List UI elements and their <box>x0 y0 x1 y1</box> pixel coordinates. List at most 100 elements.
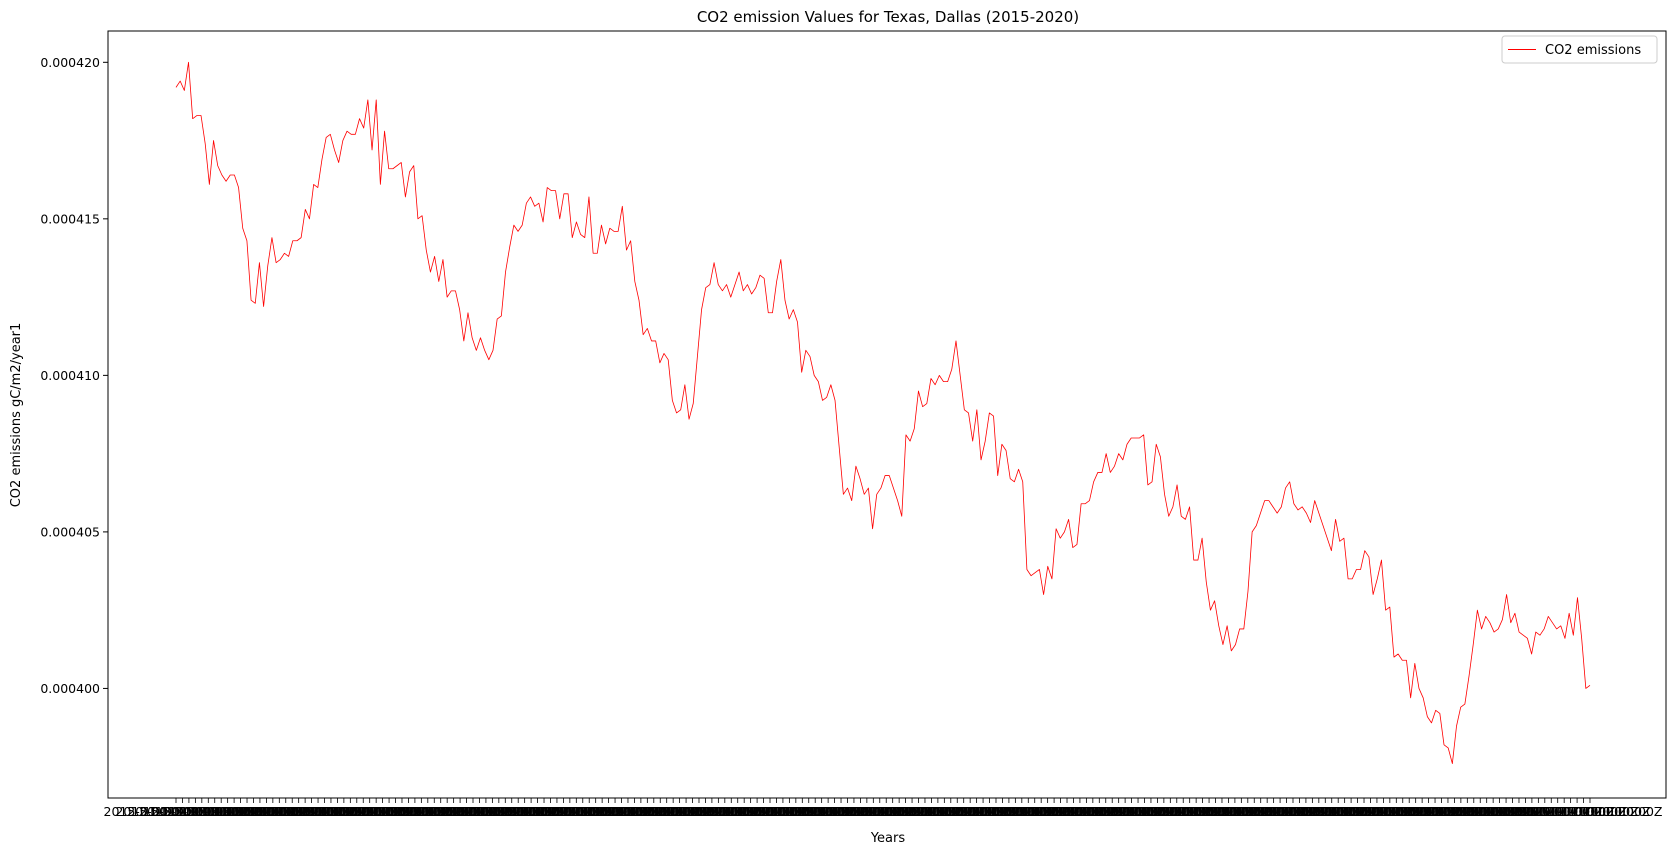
x-tick-label: 2015-01-01T00:00:00Z <box>638 804 783 819</box>
x-tick-label: 2015-01-01T00:00:00Z <box>1030 804 1175 819</box>
x-tick-label: 2015-01-01T00:00:00Z <box>377 804 522 819</box>
x-tick-label: 2015-01-01T00:00:00Z <box>567 804 712 819</box>
x-tick-label: 2015-01-01T00:00:00Z <box>1066 804 1211 819</box>
x-tick-label: 2015-01-01T00:00:00Z <box>1102 804 1247 819</box>
x-tick-label: 2015-01-01T00:00:00Z <box>448 804 593 819</box>
x-tick-label: 2015-01-01T00:00:00Z <box>935 804 1080 819</box>
x-tick-label: 2015-01-01T00:00:00Z <box>947 804 1092 819</box>
x-tick-label: 2015-01-01T00:00:00Z <box>1256 804 1401 819</box>
x-tick-label: 2015-01-01T00:00:00Z <box>852 804 997 819</box>
x-tick-label: 2015-01-01T00:00:00Z <box>139 804 284 819</box>
x-tick-label: 2015-01-01T00:00:00Z <box>781 804 926 819</box>
x-tick-label: 2015-01-01T00:00:00Z <box>519 804 664 819</box>
x-tick-label: 2015-01-01T00:00:00Z <box>686 804 831 819</box>
x-tick-label: 2015-01-01T00:00:00Z <box>365 804 510 819</box>
x-tick-label: 2015-01-01T00:00:00Z <box>710 804 855 819</box>
x-tick-label: 2015-01-01T00:00:00Z <box>1292 804 1437 819</box>
x-tick-label: 2015-01-01T00:00:00Z <box>1339 804 1484 819</box>
x-tick-label: 2015-01-01T00:00:00Z <box>496 804 641 819</box>
x-tick-label: 2015-01-01T00:00:00Z <box>1280 804 1425 819</box>
x-tick-label: 2015-01-01T00:00:00Z <box>1078 804 1223 819</box>
x-tick-label: 2015-01-01T00:00:00Z <box>1363 804 1508 819</box>
x-tick-label: 2015-01-01T00:00:00Z <box>341 804 486 819</box>
x-tick-label: 2015-01-01T00:00:00Z <box>864 804 1009 819</box>
y-tick-label: 0.000400 <box>40 681 100 696</box>
x-tick-label: 2015-01-01T00:00:00Z <box>175 804 320 819</box>
x-tick-label: 2015-01-01T00:00:00Z <box>626 804 771 819</box>
x-tick-label: 2015-01-01T00:00:00Z <box>270 804 415 819</box>
x-tick-label: 2015-01-01T00:00:00Z <box>971 804 1116 819</box>
x-tick-label: 2015-01-01T00:00:00Z <box>1446 804 1591 819</box>
x-tick-label: 2015-01-01T00:00:00Z <box>1518 804 1663 819</box>
x-axis-label: Years <box>870 831 906 846</box>
x-tick-label: 2015-01-01T00:00:00Z <box>721 804 866 819</box>
x-tick-label: 2015-01-01T00:00:00Z <box>1411 804 1556 819</box>
x-tick-label: 2015-01-01T00:00:00Z <box>187 804 332 819</box>
x-tick-label: 2015-01-01T00:00:00Z <box>1149 804 1294 819</box>
x-tick-label: 2015-01-01T00:00:00Z <box>472 804 617 819</box>
x-tick-label: 2015-01-01T00:00:00Z <box>1422 804 1567 819</box>
y-axis: 0.000400 0.000405 0.000410 0.000415 0.000420 <box>40 55 108 696</box>
y-axis-label: CO2 emissions gC/m2/year1 <box>9 323 24 508</box>
x-tick-label: 2015-01-01T00:00:00Z <box>1399 804 1544 819</box>
x-tick-label: 2015-01-01T00:00:00Z <box>923 804 1068 819</box>
x-tick-label: 2015-01-01T00:00:00Z <box>650 804 795 819</box>
x-tick-label: 2015-01-01T00:00:00Z <box>508 804 653 819</box>
x-tick-label: 2015-01-01T00:00:00Z <box>698 804 843 819</box>
x-tick-label: 2015-01-01T00:00:00Z <box>1209 804 1354 819</box>
x-tick-label: 2015-01-01T00:00:00Z <box>1054 804 1199 819</box>
x-tick-label: 2015-01-01T00:00:00Z <box>1434 804 1579 819</box>
x-tick-label: 2015-01-01T00:00:00Z <box>888 804 1033 819</box>
x-tick-label: 2015-01-01T00:00:00Z <box>733 804 878 819</box>
x-tick-label: 2015-01-01T00:00:00Z <box>1137 804 1282 819</box>
x-tick-label: 2015-01-01T00:00:00Z <box>163 804 308 819</box>
y-tick-label: 0.000410 <box>40 368 100 383</box>
legend: CO2 emissions <box>1501 35 1658 64</box>
x-tick-label: 2015-01-01T00:00:00Z <box>199 804 344 819</box>
legend-label-co2-emissions: CO2 emissions <box>1545 43 1641 58</box>
x-tick-label: 2015-01-01T00:00:00Z <box>555 804 700 819</box>
x-tick-label: 2015-01-01T00:00:00Z <box>1090 804 1235 819</box>
x-tick-label: 2015-01-01T00:00:00Z <box>127 804 272 819</box>
x-tick-label: 2015-01-01T00:00:00Z <box>1470 804 1615 819</box>
x-tick-label: 2015-01-01T00:00:00Z <box>1458 804 1603 819</box>
x-tick-label: 2015-01-01T00:00:00Z <box>104 804 249 819</box>
x-tick-label: 2015-01-01T00:00:00Z <box>294 804 439 819</box>
x-tick-label: 2015-01-01T00:00:00Z <box>412 804 557 819</box>
x-tick-label: 2015-01-01T00:00:00Z <box>401 804 546 819</box>
y-tick-label: 0.000415 <box>40 211 100 226</box>
x-tick-label: 2015-01-01T00:00:00Z <box>828 804 973 819</box>
x-tick-label: 2015-01-01T00:00:00Z <box>1185 804 1330 819</box>
x-tick-label: 2015-01-01T00:00:00Z <box>1197 804 1342 819</box>
x-tick-label: 2015-01-01T00:00:00Z <box>591 804 736 819</box>
x-tick-label: 2015-01-01T00:00:00Z <box>674 804 819 819</box>
x-tick-label: 2015-01-01T00:00:00Z <box>745 804 890 819</box>
x-tick-label: 2015-01-01T00:00:00Z <box>222 804 367 819</box>
x-tick-label: 2015-01-01T00:00:00Z <box>1375 804 1520 819</box>
x-tick-label: 2015-01-01T00:00:00Z <box>115 804 260 819</box>
x-tick-label: 2015-01-01T00:00:00Z <box>389 804 534 819</box>
x-tick-label: 2015-01-01T00:00:00Z <box>1173 804 1318 819</box>
x-tick-label: 2015-01-01T00:00:00Z <box>1220 804 1365 819</box>
x-tick-label: 2015-01-01T00:00:00Z <box>1114 804 1259 819</box>
legend-box <box>1501 35 1658 64</box>
x-tick-label: 2015-01-01T00:00:00Z <box>436 804 581 819</box>
x-tick-label: 2015-01-01T00:00:00Z <box>353 804 498 819</box>
x-tick-label: 2015-01-01T00:00:00Z <box>329 804 474 819</box>
x-tick-label: 2015-01-01T00:00:00Z <box>1351 804 1496 819</box>
x-tick-label: 2015-01-01T00:00:00Z <box>983 804 1128 819</box>
x-tick-label: 2015-01-01T00:00:00Z <box>210 804 355 819</box>
x-tick-label: 2015-01-01T00:00:00Z <box>306 804 451 819</box>
x-tick-label: 2015-01-01T00:00:00Z <box>1304 804 1449 819</box>
series-line-co2-emissions <box>175 61 1591 764</box>
x-tick-label: 2015-01-01T00:00:00Z <box>1007 804 1152 819</box>
x-tick-label: 2015-01-01T00:00:00Z <box>1018 804 1163 819</box>
x-tick-label: 2015-01-01T00:00:00Z <box>793 804 938 819</box>
x-tick-label: 2015-01-01T00:00:00Z <box>614 804 759 819</box>
x-tick-label: 2015-01-01T00:00:00Z <box>1244 804 1389 819</box>
x-tick-label: 2015-01-01T00:00:00Z <box>460 804 605 819</box>
x-tick-label: 2015-01-01T00:00:00Z <box>234 804 379 819</box>
y-tick-label: 0.000405 <box>40 524 100 539</box>
x-tick-label: 2015-01-01T00:00:00Z <box>1482 804 1627 819</box>
x-tick-label: 2015-01-01T00:00:00Z <box>769 804 914 819</box>
